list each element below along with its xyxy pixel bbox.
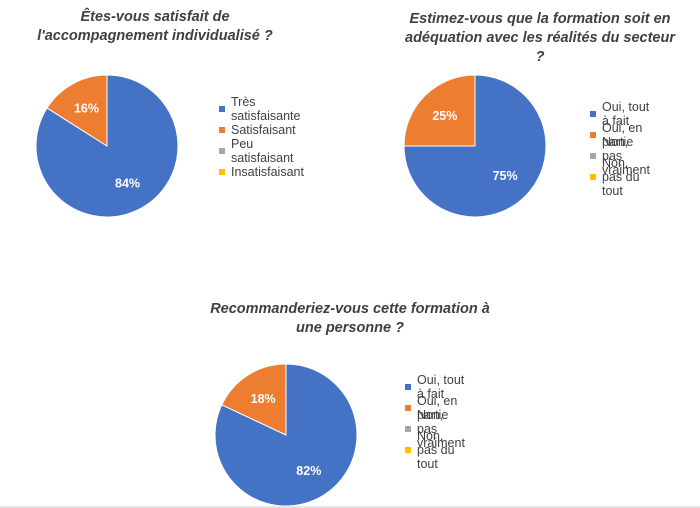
legend-item: Satisfaisant	[219, 119, 304, 140]
legend-swatch	[590, 173, 596, 180]
pie-slice	[46, 74, 108, 147]
legend-label: Oui, en partie	[602, 120, 643, 149]
legend-swatch	[219, 147, 225, 154]
legend-swatch	[219, 126, 225, 133]
legend-item: Peu satisfaisant	[219, 137, 304, 165]
legend-item: Oui, en partie	[405, 394, 465, 422]
legend-item: Oui, tout à fait	[405, 373, 465, 401]
data-label: 25%	[432, 109, 457, 123]
legend-item: Non, pas du tout	[405, 429, 465, 471]
legend-label: Non, pas vraiment	[602, 134, 650, 177]
pie-slice	[403, 74, 476, 147]
chart-legend: Oui, tout à fait Oui, en partie Non, pas v…	[590, 100, 650, 198]
legend-label: Insatisfaisant	[231, 164, 304, 179]
legend-label: Très satisfaisante	[231, 94, 301, 123]
legend-label: Oui, tout à fait	[602, 99, 650, 128]
legend-label: Oui, en partie	[417, 393, 458, 422]
legend-swatch	[405, 404, 411, 411]
chart-title: Êtes-vous satisfait de l'accompagnement …	[37, 9, 273, 44]
legend-swatch	[405, 383, 411, 390]
legend-item: Non, pas vraiment	[590, 135, 650, 177]
legend-label: Peu satisfaisant	[231, 136, 294, 165]
chart-legend: Oui, tout à fait Oui, en partie Non, pas v…	[405, 373, 465, 471]
legend-item: Très satisfaisante	[219, 95, 304, 123]
legend-label: Non, pas du tout	[417, 428, 455, 471]
legend-swatch	[405, 425, 411, 432]
legend-label: Satisfaisant	[231, 122, 296, 137]
chart-legend: Très satisfaisante Satisfaisant Peu satisf…	[219, 95, 304, 182]
data-label: 18%	[251, 392, 276, 406]
pie-slice	[221, 363, 287, 436]
data-label: 82%	[296, 464, 321, 478]
legend-label: Oui, tout à fait	[417, 372, 465, 401]
legend-swatch	[590, 131, 596, 138]
legend-item: Oui, tout à fait	[590, 100, 650, 128]
divider	[0, 506, 700, 508]
chart-title: Estimez-vous que la formation soit en ad…	[405, 11, 675, 65]
legend-label: Non, pas vraiment	[417, 407, 465, 450]
legend-item: Insatisfaisant	[219, 161, 304, 182]
legend-label: Non, pas du tout	[602, 155, 640, 198]
legend-swatch	[590, 152, 596, 159]
data-label: 75%	[493, 169, 518, 183]
legend-item: Oui, en partie	[590, 121, 650, 149]
legend-item: Non, pas vraiment	[405, 408, 465, 450]
legend-swatch	[219, 168, 225, 175]
legend-swatch	[590, 110, 596, 117]
data-label: 84%	[115, 176, 140, 190]
legend-swatch	[405, 446, 411, 453]
data-label: 16%	[74, 102, 99, 116]
chart-title: Recommanderiez-vous cette formation à un…	[210, 301, 490, 336]
legend-item: Non, pas du tout	[590, 156, 650, 198]
legend-swatch	[219, 105, 225, 112]
